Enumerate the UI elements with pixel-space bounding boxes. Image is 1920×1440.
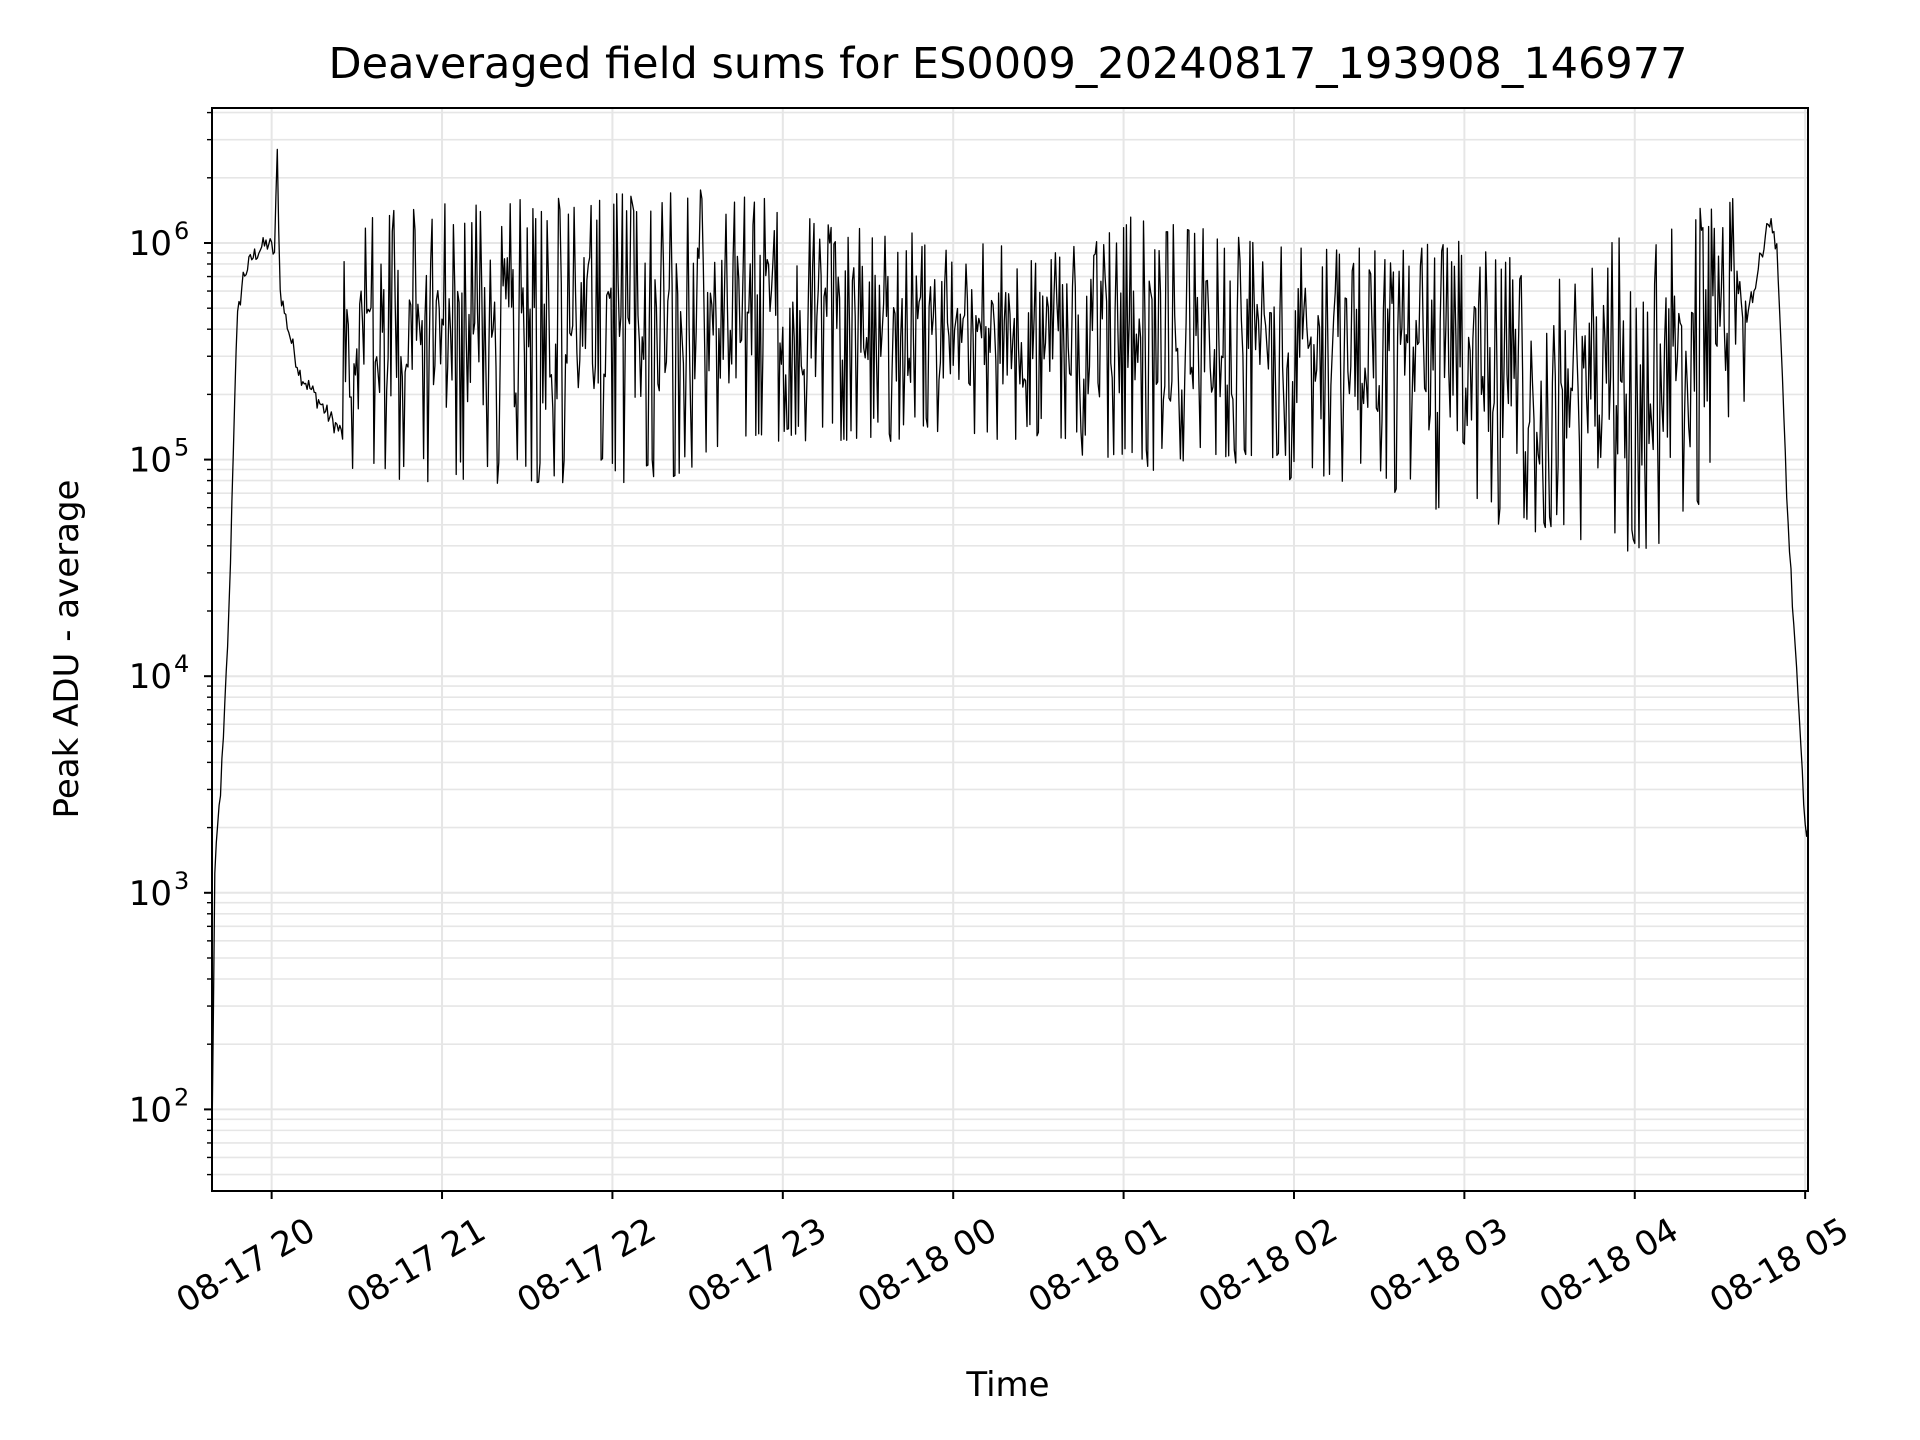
y-axis-label: Peak ADU - average [47, 480, 87, 819]
chart-title: Deaveraged field sums for ES0009_2024081… [329, 39, 1688, 89]
x-tick-label: 08-18 00 [851, 1210, 1003, 1321]
y-tick-exponent: 3 [174, 867, 189, 895]
y-tick-exponent: 6 [174, 217, 189, 245]
y-tick-exponent: 5 [174, 434, 189, 462]
y-tick-exponent: 4 [174, 650, 189, 678]
x-tick-label: 08-18 01 [1022, 1210, 1174, 1321]
plot-frame [211, 107, 1809, 1192]
axis-ticks: 08-17 20 08-17 21 08-17 22 08-17 23 08-18 00… [129, 111, 1856, 1321]
x-tick-label: 08-18 04 [1533, 1210, 1685, 1321]
x-tick-label: 08-17 22 [511, 1210, 663, 1321]
y-tick-label: 10 [129, 1090, 172, 1130]
y-tick-label: 10 [129, 874, 172, 914]
series-line [211, 148, 1809, 1141]
x-tick-label: 08-18 03 [1362, 1210, 1514, 1321]
x-axis-label: Time [965, 1365, 1049, 1405]
x-tick-label: 08-17 20 [170, 1210, 322, 1321]
grid-lines [212, 108, 1808, 1191]
x-tick-label: 08-17 21 [340, 1210, 492, 1321]
y-tick-label: 10 [129, 657, 172, 697]
x-tick-label: 08-18 02 [1192, 1210, 1344, 1321]
plot-area [211, 148, 1809, 1141]
y-tick-label: 10 [129, 224, 172, 264]
y-tick-label: 10 [129, 441, 172, 481]
x-tick-label: 08-18 05 [1703, 1210, 1855, 1321]
x-tick-label: 08-17 23 [681, 1210, 833, 1321]
y-tick-exponent: 2 [174, 1083, 189, 1111]
